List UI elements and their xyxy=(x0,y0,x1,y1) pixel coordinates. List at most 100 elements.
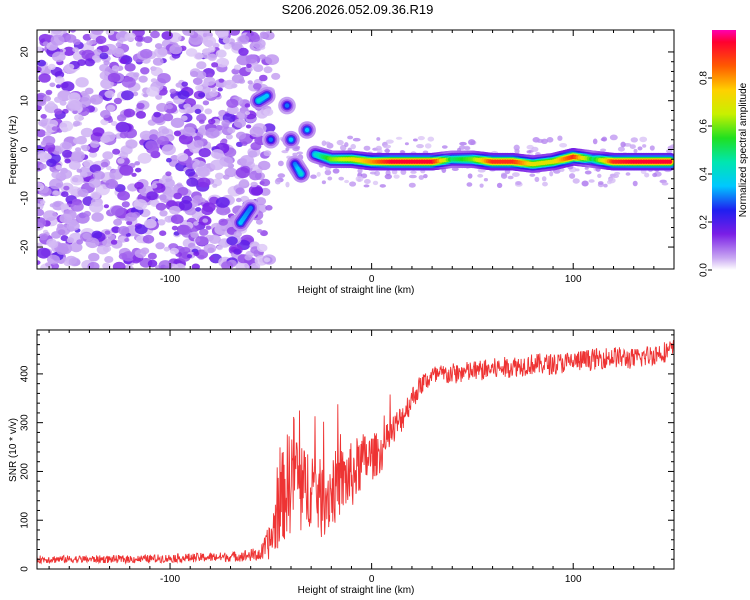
heatmap-cell xyxy=(134,161,141,166)
heatmap-cell xyxy=(391,169,398,175)
heatmap-cell xyxy=(77,188,89,198)
heatmap-cell xyxy=(55,164,63,170)
snr-axes: -100 0 100 0 100 200 300 400 xyxy=(20,330,675,585)
heatmap-cell xyxy=(186,177,199,187)
heatmap-cell xyxy=(59,120,74,132)
heatmap-cell xyxy=(156,102,168,112)
heatmap-cell xyxy=(150,183,158,189)
heatmap-cell xyxy=(304,127,310,133)
y-tick-label: 400 xyxy=(20,365,31,382)
heatmap-cell xyxy=(603,183,608,188)
heatmap-cell xyxy=(332,168,340,174)
heatmap-cell xyxy=(347,135,354,140)
heatmap-cell xyxy=(477,173,484,178)
heatmap-cell xyxy=(201,205,214,216)
heatmap-cell xyxy=(393,174,400,179)
heatmap-cell xyxy=(75,77,89,88)
heatmap-cell xyxy=(50,34,65,46)
heatmap-cell xyxy=(410,170,417,174)
heatmap-cell xyxy=(259,74,268,82)
heatmap-cell xyxy=(157,219,166,226)
heatmap-cell xyxy=(188,31,195,36)
heatmap-cell xyxy=(46,238,57,247)
heatmap-cell xyxy=(140,48,153,59)
heatmap-cell xyxy=(131,172,137,177)
y-tick-label: 10 xyxy=(20,95,31,107)
heatmap-cell xyxy=(95,35,107,45)
heatmap-cell xyxy=(263,150,272,157)
heatmap-cell xyxy=(255,219,263,225)
heatmap-cell xyxy=(91,230,103,239)
heatmap-cell xyxy=(463,145,471,150)
heatmap-cell xyxy=(182,126,196,137)
heatmap-cell xyxy=(122,264,134,269)
heatmap-cell xyxy=(661,182,669,186)
heatmap-cell xyxy=(119,58,127,64)
y-tick-label: 0 xyxy=(20,566,31,572)
heatmap-cell xyxy=(112,47,125,58)
heatmap-cell xyxy=(228,30,240,36)
heatmap-cell xyxy=(133,199,148,210)
heatmap-cell xyxy=(321,140,327,146)
heatmap-cell xyxy=(61,191,69,198)
heatmap-cell xyxy=(252,83,262,90)
heatmap-cell xyxy=(54,96,63,103)
heatmap-cell xyxy=(55,84,62,89)
heatmap-cell xyxy=(632,180,638,187)
colorbar-tick-label: 0.4 xyxy=(699,167,710,181)
heatmap-cell xyxy=(51,171,61,179)
heatmap-cell xyxy=(99,52,109,60)
heatmap-cell xyxy=(217,87,223,92)
y-tick-label: 0 xyxy=(20,146,31,152)
heatmap-cell xyxy=(106,104,116,112)
heatmap-cell xyxy=(608,177,616,184)
heatmap-cell xyxy=(52,190,59,196)
heatmap-cell xyxy=(468,139,476,146)
y-tick-label: -10 xyxy=(20,191,31,206)
heatmap-cell xyxy=(202,218,208,223)
heatmap-cell xyxy=(216,205,231,216)
heatmap-cell xyxy=(165,171,172,177)
heatmap-cell xyxy=(121,90,134,101)
heatmap-cell xyxy=(72,47,79,53)
heatmap-cell xyxy=(215,197,230,208)
heatmap-cell xyxy=(274,178,281,185)
heatmap-cell xyxy=(59,141,73,152)
heatmap-cell xyxy=(163,246,170,252)
heatmap-cell xyxy=(47,63,56,70)
heatmap-cell xyxy=(110,205,125,216)
heatmap-cell xyxy=(534,176,540,182)
heatmap-cell xyxy=(215,49,227,58)
spectrogram-ylabel: Frequency (Hz) xyxy=(8,116,19,185)
heatmap-cell xyxy=(114,184,126,193)
heatmap-cell xyxy=(47,254,60,265)
heatmap-cell xyxy=(459,141,467,146)
heatmap-cell xyxy=(37,46,43,52)
heatmap-cell xyxy=(37,59,46,67)
heatmap-cell xyxy=(239,35,250,43)
heatmap-cell xyxy=(178,200,193,211)
heatmap-cell xyxy=(151,66,157,71)
heatmap-cell xyxy=(257,229,263,233)
heatmap-cell xyxy=(600,148,607,152)
heatmap-cell xyxy=(173,192,182,200)
heatmap-cell xyxy=(72,198,81,206)
heatmap-cell xyxy=(51,126,58,131)
heatmap-cell xyxy=(54,76,65,84)
heatmap-cell xyxy=(124,63,136,72)
heatmap-cell xyxy=(124,238,130,242)
heatmap-cell xyxy=(132,91,139,97)
y-tick-label: 300 xyxy=(20,414,31,431)
heatmap-cell xyxy=(244,111,251,115)
heatmap-cell xyxy=(633,148,638,154)
heatmap-cell xyxy=(197,177,211,188)
heatmap-cell xyxy=(61,81,75,92)
heatmap-cell xyxy=(363,145,371,151)
heatmap-cell xyxy=(670,144,674,149)
heatmap-cell xyxy=(642,144,647,148)
heatmap-cell xyxy=(512,172,520,178)
heatmap-cell xyxy=(38,73,51,83)
x-tick-label: 0 xyxy=(369,574,375,585)
heatmap-cell xyxy=(285,147,290,152)
heatmap-cell xyxy=(70,175,84,186)
